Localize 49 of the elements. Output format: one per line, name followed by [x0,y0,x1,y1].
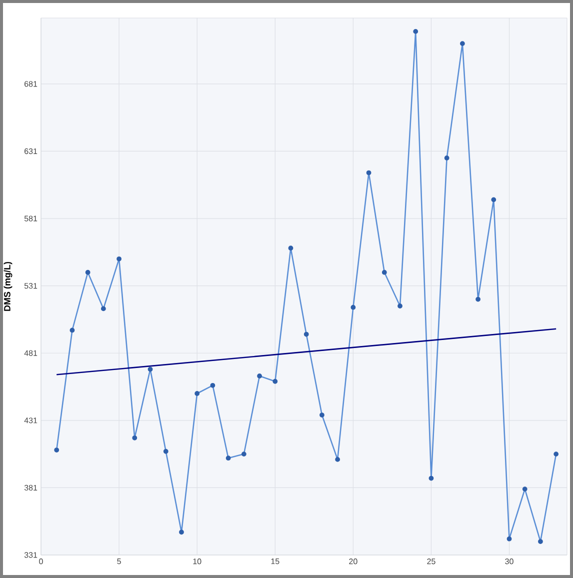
y-tick-label: 431 [24,418,38,424]
point [335,456,340,462]
x-tick-label: 10 [193,558,202,564]
point [366,170,372,176]
x-tick-label: 0 [39,558,43,564]
point [350,304,356,310]
x-tick-label: 25 [427,558,436,564]
point [444,156,450,160]
point [476,296,480,302]
point [163,448,168,454]
point [241,452,246,457]
x-tick-label: 20 [349,558,358,564]
point [257,374,262,378]
point [54,448,60,452]
y-tick-label: 631 [24,148,38,154]
x-tick-label: 5 [117,558,121,564]
point [522,486,528,492]
y-tick-label: 381 [24,484,38,491]
point [538,539,543,544]
point [132,435,138,440]
point [148,366,153,372]
y-tick-label: 581 [24,216,38,222]
x-tick-label: 30 [505,558,514,564]
y-axis-title: DMS (mg/L) [4,262,12,311]
y-tick-label: 531 [24,282,38,289]
y-tick-label: 681 [24,81,38,87]
point [460,41,465,46]
point [194,391,200,396]
point [398,304,402,308]
point [179,530,184,535]
x-tick-label: 15 [271,558,280,564]
point [272,378,278,384]
point [506,536,512,542]
point [70,328,75,333]
point [491,197,496,202]
y-tick-label: 331 [24,552,38,558]
point [428,476,434,481]
point [100,306,106,312]
point [304,332,309,337]
point [382,270,387,275]
point [85,270,90,275]
y-tick-label: 481 [24,350,38,356]
point [288,246,294,251]
point [554,452,559,457]
point [226,456,231,461]
point [116,256,122,262]
point [413,29,418,34]
point [210,382,216,388]
point [320,412,324,418]
